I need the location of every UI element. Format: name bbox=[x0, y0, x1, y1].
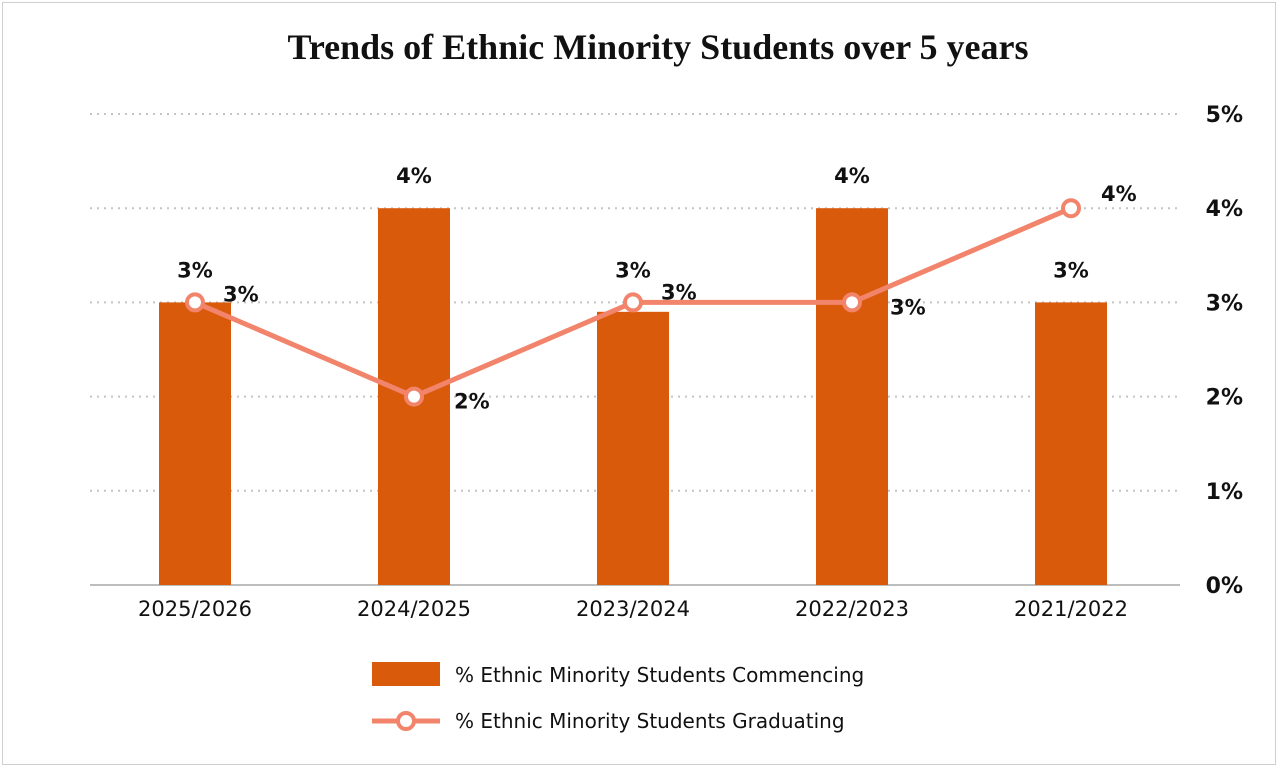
line-data-label: 3% bbox=[223, 282, 259, 306]
y-tick-label: 5% bbox=[1206, 103, 1243, 128]
line-data-label: 3% bbox=[661, 280, 697, 304]
bar bbox=[597, 311, 669, 585]
line-point bbox=[185, 292, 205, 313]
line-point bbox=[623, 292, 643, 313]
y-axis: 0% 1% 2% 3% 4% 5% bbox=[1206, 103, 1243, 599]
x-tick-label: 2023/2024 bbox=[576, 597, 690, 621]
line-data-label: 3% bbox=[890, 295, 926, 319]
line-series bbox=[185, 198, 1081, 407]
bar bbox=[1035, 302, 1107, 585]
x-tick-label: 2021/2022 bbox=[1014, 597, 1128, 621]
legend: % Ethnic Minority Students Commencing % … bbox=[372, 662, 864, 733]
legend-label-graduating: % Ethnic Minority Students Graduating bbox=[455, 709, 845, 733]
y-tick-label: 3% bbox=[1206, 291, 1243, 316]
legend-label-commencing: % Ethnic Minority Students Commencing bbox=[455, 663, 864, 687]
x-tick-label: 2025/2026 bbox=[138, 597, 252, 621]
legend-swatch-commencing bbox=[372, 662, 440, 686]
x-axis: 2025/2026 2024/2025 2023/2024 2022/2023 2021… bbox=[138, 597, 1128, 621]
x-tick-label: 2024/2025 bbox=[357, 597, 471, 621]
chart-title: Trends of Ethnic Minority Students over … bbox=[287, 27, 1029, 67]
y-tick-label: 1% bbox=[1206, 480, 1243, 505]
bar-data-label: 3% bbox=[177, 258, 213, 282]
y-tick-label: 0% bbox=[1206, 574, 1243, 599]
x-tick-label: 2022/2023 bbox=[795, 597, 909, 621]
line-data-label: 2% bbox=[454, 390, 490, 414]
y-tick-label: 2% bbox=[1206, 386, 1243, 411]
bar bbox=[816, 208, 888, 585]
line-point bbox=[404, 386, 424, 407]
line-data-label: 4% bbox=[1101, 182, 1137, 206]
bar-data-label: 4% bbox=[396, 164, 432, 188]
bar-data-label: 3% bbox=[1053, 258, 1089, 282]
y-tick-label: 4% bbox=[1206, 197, 1243, 222]
bar-data-label: 4% bbox=[834, 164, 870, 188]
line-point bbox=[842, 292, 862, 313]
data-labels: 3% 4% 3% 4% 3% 3% 2% 3% 3% 4% bbox=[177, 164, 1136, 413]
bar bbox=[159, 302, 231, 585]
line-point bbox=[1061, 198, 1081, 219]
bar-data-label: 3% bbox=[615, 258, 651, 282]
legend-marker-graduating bbox=[396, 711, 416, 731]
